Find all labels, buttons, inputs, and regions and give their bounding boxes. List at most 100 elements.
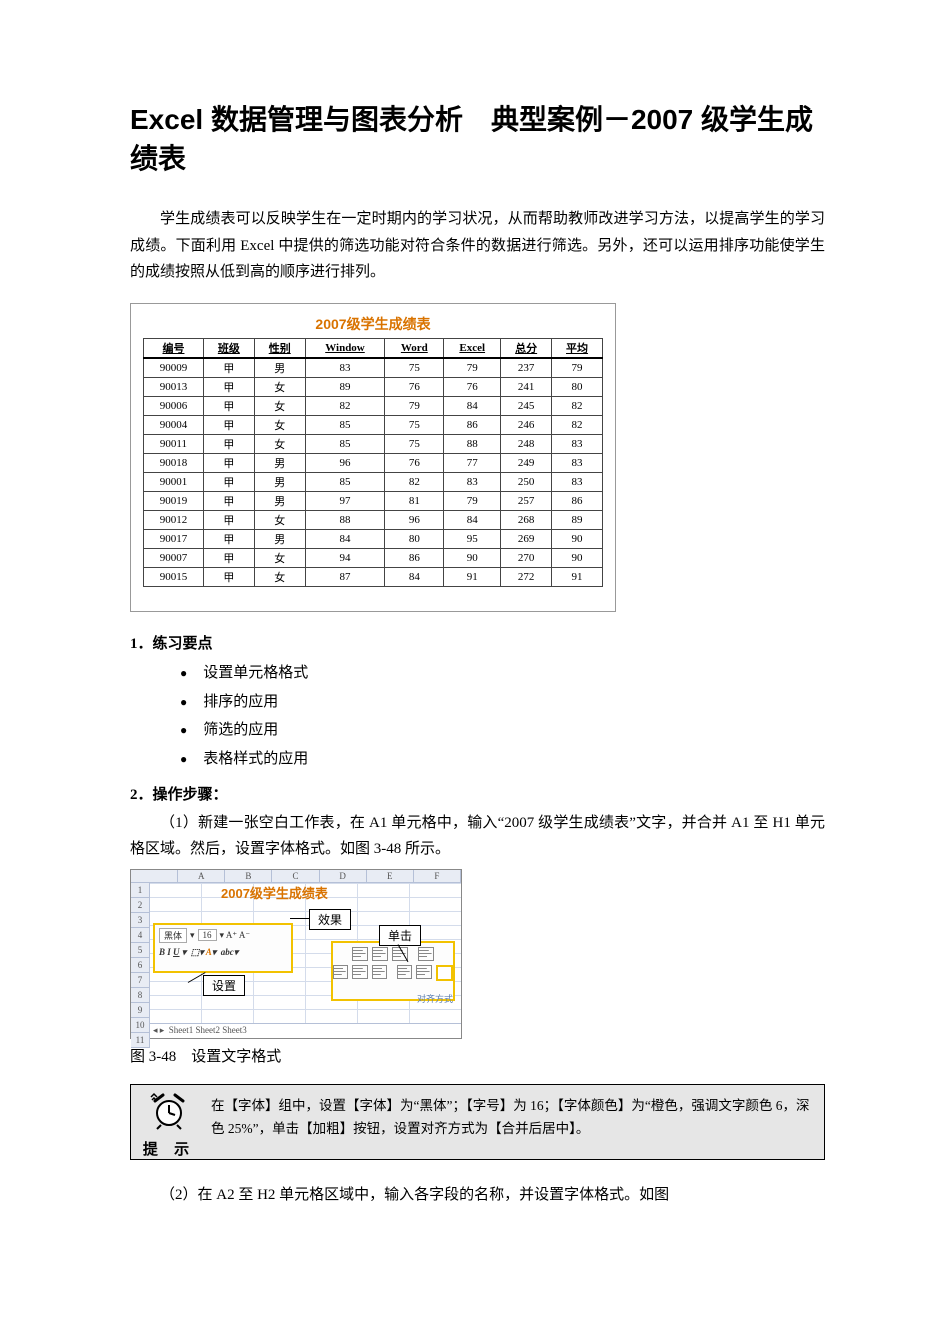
- spreadsheet-row-header: 1234567891011: [131, 883, 150, 1048]
- grades-table: 编号班级性别WindowWordExcel总分平均 90009甲男8375792…: [143, 338, 603, 587]
- table-cell: 男: [254, 454, 305, 473]
- table-row: 90017甲男84809526990: [144, 530, 603, 549]
- table-cell: 85: [305, 435, 385, 454]
- grades-column-header: 平均: [552, 339, 603, 359]
- spreadsheet-column-header: ABCDEF: [131, 870, 461, 883]
- table-cell: 75: [385, 416, 444, 435]
- page-title: Excel 数据管理与图表分析 典型案例－2007 级学生成绩表: [130, 100, 825, 178]
- table-cell: 女: [254, 378, 305, 397]
- tip-text: 在【字体】组中，设置【字体】为“黑体”；【字号】为 16；【字体颜色】为“橙色，…: [211, 1098, 809, 1136]
- table-cell: 85: [305, 473, 385, 492]
- table-cell: 90019: [144, 492, 204, 511]
- row-number: 7: [131, 973, 149, 988]
- table-cell: 91: [444, 568, 501, 587]
- document-page: Excel 数据管理与图表分析 典型案例－2007 级学生成绩表 学生成绩表可以…: [0, 0, 945, 1335]
- table-cell: 79: [444, 358, 501, 378]
- sheet-tabs-bar: ◂ ▸ Sheet1 Sheet2 Sheet3: [131, 1023, 461, 1038]
- table-cell: 79: [552, 358, 603, 378]
- table-cell: 男: [254, 530, 305, 549]
- table-cell: 75: [385, 435, 444, 454]
- table-cell: 91: [552, 568, 603, 587]
- table-cell: 90012: [144, 511, 204, 530]
- table-row: 90015甲女87849127291: [144, 568, 603, 587]
- table-row: 90013甲女89767624180: [144, 378, 603, 397]
- table-cell: 87: [305, 568, 385, 587]
- tip-label: 提 示: [141, 1137, 197, 1163]
- grades-column-header: 总分: [501, 339, 552, 359]
- table-cell: 甲: [203, 416, 254, 435]
- column-letter: C: [272, 870, 319, 882]
- table-cell: 76: [444, 378, 501, 397]
- table-cell: 81: [385, 492, 444, 511]
- table-cell: 97: [305, 492, 385, 511]
- table-cell: 249: [501, 454, 552, 473]
- row-number: 5: [131, 943, 149, 958]
- table-cell: 89: [305, 378, 385, 397]
- font-name-field: 黑体: [159, 928, 187, 943]
- column-letter: F: [414, 870, 461, 882]
- table-row: 90007甲女94869027090: [144, 549, 603, 568]
- table-cell: 90013: [144, 378, 204, 397]
- table-cell: 90: [552, 530, 603, 549]
- table-row: 90006甲女82798424582: [144, 397, 603, 416]
- practice-points-list: 设置单元格格式排序的应用筛选的应用表格样式的应用: [130, 659, 825, 773]
- step-1: （1）新建一张空白工作表，在 A1 单元格中，输入“2007 级学生成绩表”文字…: [130, 810, 825, 863]
- table-cell: 甲: [203, 530, 254, 549]
- sheet-tabs: Sheet1 Sheet2 Sheet3: [169, 1025, 247, 1035]
- row-number: 9: [131, 1003, 149, 1018]
- merged-cell-title: 2007级学生成绩表: [221, 883, 328, 902]
- table-cell: 女: [254, 435, 305, 454]
- table-cell: 女: [254, 549, 305, 568]
- table-cell: 237: [501, 358, 552, 378]
- table-cell: 270: [501, 549, 552, 568]
- table-cell: 女: [254, 511, 305, 530]
- table-cell: 80: [385, 530, 444, 549]
- table-cell: 94: [305, 549, 385, 568]
- table-cell: 86: [385, 549, 444, 568]
- table-row: 90001甲男85828325083: [144, 473, 603, 492]
- table-cell: 甲: [203, 568, 254, 587]
- table-cell: 95: [444, 530, 501, 549]
- table-cell: 甲: [203, 492, 254, 511]
- table-cell: 268: [501, 511, 552, 530]
- table-cell: 女: [254, 568, 305, 587]
- callout-click: 单击: [379, 925, 421, 946]
- table-cell: 女: [254, 416, 305, 435]
- table-cell: 甲: [203, 454, 254, 473]
- table-cell: 90017: [144, 530, 204, 549]
- table-cell: 76: [385, 378, 444, 397]
- table-cell: 83: [305, 358, 385, 378]
- merge-center-button[interactable]: [436, 965, 453, 981]
- grades-column-header: 性别: [254, 339, 305, 359]
- table-cell: 84: [444, 397, 501, 416]
- table-cell: 86: [444, 416, 501, 435]
- table-cell: 96: [385, 511, 444, 530]
- table-cell: 79: [444, 492, 501, 511]
- row-number: 11: [131, 1033, 149, 1048]
- column-letter: B: [225, 870, 272, 882]
- column-letter: E: [367, 870, 414, 882]
- grades-column-header: Excel: [444, 339, 501, 359]
- column-letter: A: [178, 870, 225, 882]
- table-cell: 90: [444, 549, 501, 568]
- table-cell: 84: [385, 568, 444, 587]
- table-cell: 女: [254, 397, 305, 416]
- row-number: 4: [131, 928, 149, 943]
- table-cell: 90: [552, 549, 603, 568]
- row-number: 6: [131, 958, 149, 973]
- table-cell: 90004: [144, 416, 204, 435]
- table-cell: 90006: [144, 397, 204, 416]
- table-cell: 甲: [203, 549, 254, 568]
- font-size-field: 16: [198, 929, 217, 941]
- table-cell: 80: [552, 378, 603, 397]
- table-cell: 77: [444, 454, 501, 473]
- table-cell: 241: [501, 378, 552, 397]
- table-cell: 90018: [144, 454, 204, 473]
- figure-3-48-caption: 图 3-48 设置文字格式: [130, 1045, 825, 1066]
- table-cell: 76: [385, 454, 444, 473]
- table-cell: 257: [501, 492, 552, 511]
- table-cell: 82: [552, 416, 603, 435]
- table-cell: 84: [305, 530, 385, 549]
- grades-table-frame: 2007级学生成绩表 编号班级性别WindowWordExcel总分平均 900…: [130, 303, 616, 612]
- table-cell: 75: [385, 358, 444, 378]
